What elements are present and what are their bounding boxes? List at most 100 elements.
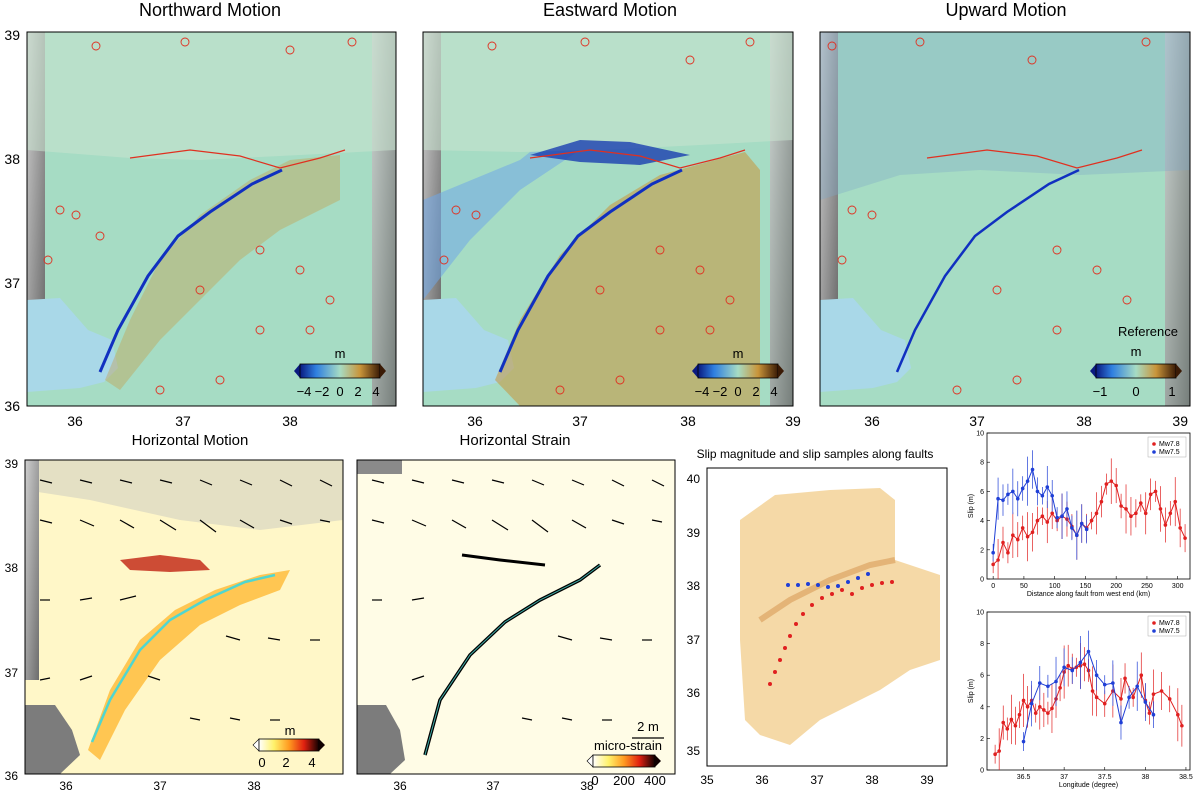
- svg-text:−4: −4: [297, 384, 312, 399]
- svg-text:38: 38: [680, 413, 696, 429]
- data-point: [1058, 686, 1062, 690]
- y-tick-label: 10: [976, 431, 984, 438]
- svg-text:37: 37: [810, 773, 824, 787]
- svg-text:4: 4: [770, 384, 777, 399]
- x-tick-label: 250: [1141, 583, 1153, 590]
- hs-colorbar: micro-strain 0 200 400: [586, 738, 666, 788]
- east-frame: [422, 31, 794, 407]
- data-point: [1078, 660, 1083, 665]
- data-point: [1124, 507, 1128, 511]
- hm-main-fault: [90, 573, 276, 743]
- data-point: [1089, 518, 1094, 523]
- data-point: [1123, 676, 1127, 681]
- y-tick-label: 4: [980, 704, 984, 711]
- svg-text:39: 39: [687, 526, 701, 540]
- data-point: [1111, 681, 1115, 685]
- plot-frame: [986, 432, 1191, 580]
- hm-colorbar: m 0 2 4: [252, 723, 325, 770]
- data-point: [1025, 534, 1030, 539]
- data-point: [997, 749, 1001, 753]
- hs-frame: [356, 459, 676, 775]
- slip-map-coverage: [740, 488, 940, 745]
- north-x-axis: 36 37 38: [67, 413, 298, 429]
- svg-text:39: 39: [5, 457, 19, 471]
- x-tick-label: 37.5: [1098, 774, 1112, 781]
- data-point: [991, 550, 995, 555]
- data-point: [1021, 739, 1026, 744]
- data-point: [1159, 689, 1164, 693]
- up-panel-title: Upward Motion: [945, 0, 1066, 20]
- data-point: [993, 752, 997, 756]
- hm-speckled-zone: [25, 460, 343, 530]
- north-positive-lobe: [105, 155, 340, 390]
- data-point: [1006, 550, 1010, 555]
- y-tick-label: 8: [980, 641, 984, 648]
- north-secondary-fault: [129, 149, 346, 169]
- up-east-relief: [1165, 32, 1190, 406]
- data-point: [1153, 489, 1158, 494]
- data-point: [1033, 711, 1038, 715]
- svg-text:35: 35: [687, 744, 701, 758]
- up-west-relief: [820, 32, 838, 322]
- data-point: [1173, 499, 1178, 504]
- data-point: [1001, 720, 1006, 725]
- slip-map-y-axis: 40 39 38 37 36 35: [687, 472, 701, 758]
- series-line: [992, 480, 1186, 565]
- svg-text:39: 39: [1172, 413, 1188, 429]
- svg-text:0: 0: [734, 384, 741, 399]
- svg-text:400: 400: [644, 773, 666, 788]
- data-point: [991, 562, 995, 567]
- up-x-axis: 36 37 38 39: [864, 413, 1188, 429]
- svg-text:37: 37: [4, 275, 20, 291]
- data-point: [1127, 695, 1131, 700]
- data-point: [1180, 723, 1184, 728]
- svg-text:−1: −1: [1093, 384, 1108, 399]
- svg-text:35: 35: [700, 773, 714, 787]
- data-point: [1147, 711, 1152, 715]
- legend-label: Mw7.8: [1159, 620, 1180, 627]
- svg-text:2: 2: [282, 755, 289, 770]
- data-point: [1178, 526, 1182, 530]
- svg-text:micro-strain: micro-strain: [594, 738, 662, 753]
- svg-text:0: 0: [336, 384, 343, 399]
- up-secondary-fault: [926, 149, 1143, 169]
- slip-map-x-axis: 35 36 37 38 39: [700, 773, 934, 787]
- slip-map-mw78-samples: [768, 580, 894, 686]
- data-point: [1102, 682, 1107, 687]
- svg-text:36: 36: [393, 779, 407, 792]
- legend-marker: [1152, 450, 1156, 454]
- data-point: [1035, 489, 1040, 494]
- x-tick-label: 150: [1080, 583, 1092, 590]
- data-point: [1139, 673, 1144, 677]
- data-point: [1011, 489, 1015, 494]
- data-point: [1168, 511, 1173, 516]
- data-point: [1030, 530, 1035, 535]
- svg-text:m: m: [733, 346, 744, 361]
- hs-secondary-fault-strain: [461, 553, 546, 567]
- up-speckled-zone: [820, 32, 1190, 200]
- data-point: [1062, 665, 1066, 670]
- svg-text:36: 36: [67, 413, 83, 429]
- slip-map-frame: [706, 467, 948, 767]
- east-positive-lobe: [495, 152, 760, 406]
- hs-scale-label: 2 m: [637, 719, 659, 734]
- data-point: [1138, 501, 1143, 505]
- data-point: [1040, 493, 1045, 498]
- data-point: [1079, 521, 1084, 526]
- svg-text:37: 37: [5, 666, 19, 680]
- hs-displacement-arrows: [371, 479, 665, 721]
- data-point: [1013, 723, 1018, 728]
- east-secondary-fault: [529, 149, 746, 169]
- data-point: [1176, 712, 1180, 717]
- up-gps-markers: [827, 37, 1151, 395]
- data-point: [1084, 527, 1089, 532]
- y-axis-label: Slip (m): [968, 679, 975, 703]
- data-point: [1119, 697, 1123, 701]
- data-point: [1109, 479, 1114, 483]
- horizontal-strain-title: Horizontal Strain: [460, 432, 571, 449]
- data-point: [1015, 496, 1020, 501]
- data-point: [996, 496, 1000, 501]
